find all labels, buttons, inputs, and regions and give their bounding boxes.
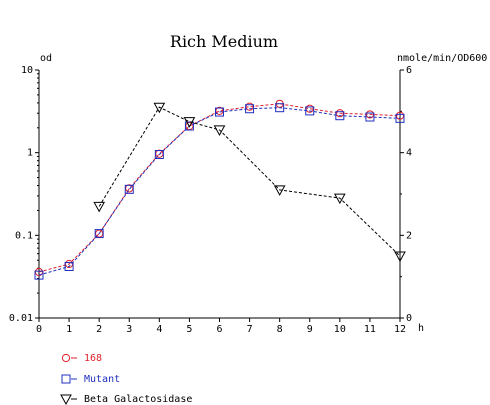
x-tick-label: 9 bbox=[307, 324, 313, 335]
data-point-beta-galactosidase bbox=[93, 201, 106, 213]
data-point-beta-galactosidase bbox=[183, 117, 196, 128]
data-point-beta-galactosidase bbox=[273, 185, 286, 196]
y-left-unit-label: od bbox=[40, 53, 52, 64]
series-line-mutant bbox=[38, 107, 401, 276]
data-point-168 bbox=[155, 149, 164, 158]
data-point-mutant bbox=[154, 150, 164, 160]
legend-label: Beta Galactosidase bbox=[84, 394, 192, 405]
series-line-beta-galactosidase bbox=[98, 106, 401, 257]
y-right-unit-label: nmole/min/OD600 bbox=[397, 53, 487, 64]
data-point-mutant bbox=[124, 184, 134, 194]
y-right-tick-label: 0 bbox=[406, 313, 412, 324]
x-tick-label: 1 bbox=[66, 324, 72, 335]
data-point-mutant bbox=[395, 113, 405, 123]
y-left-ticks: 0.01 0.1 1 10 bbox=[9, 65, 39, 324]
data-point-mutant bbox=[335, 111, 345, 121]
chart-title: Rich Medium bbox=[170, 32, 278, 51]
x-tick-label: 5 bbox=[186, 324, 192, 335]
y-right-tick-label: 6 bbox=[406, 65, 412, 76]
data-point-mutant bbox=[64, 261, 74, 271]
data-point-mutant bbox=[305, 106, 315, 116]
data-point-mutant bbox=[215, 107, 224, 117]
y-left-tick-label: 0.01 bbox=[9, 313, 33, 324]
data-point-mutant bbox=[184, 121, 194, 131]
data-point-mutant bbox=[365, 112, 375, 122]
series-layer bbox=[34, 99, 406, 280]
series-line-168 bbox=[38, 103, 401, 273]
y-left-tick-label: 10 bbox=[21, 65, 33, 76]
data-point-mutant bbox=[94, 229, 104, 239]
data-point-mutant bbox=[245, 104, 255, 114]
x-tick-label: 10 bbox=[334, 324, 346, 335]
data-point-beta-galactosidase bbox=[394, 251, 406, 263]
legend-item: Beta Galactosidase bbox=[60, 394, 192, 405]
legend-marker bbox=[61, 374, 71, 384]
x-ticks: 0 1 2 3 4 5 6 7 8 9 10 11 12 bbox=[36, 318, 406, 335]
x-tick-label: 3 bbox=[126, 324, 132, 335]
legend-marker bbox=[61, 353, 71, 363]
x-tick-label: 11 bbox=[364, 324, 376, 335]
x-tick-label: 0 bbox=[36, 324, 42, 335]
y-left-tick-label: 0.1 bbox=[15, 230, 33, 241]
data-point-mutant bbox=[34, 270, 44, 280]
data-point-mutant bbox=[275, 103, 285, 113]
legend-label: 168 bbox=[84, 353, 102, 364]
legend-marker bbox=[60, 394, 72, 405]
legend-label: Mutant bbox=[84, 374, 120, 385]
x-tick-label: 2 bbox=[96, 324, 102, 335]
x-tick-label: 6 bbox=[216, 324, 222, 335]
data-point-beta-galactosidase bbox=[153, 102, 166, 114]
legend: 168 Mutant Beta Galactosidase bbox=[60, 353, 192, 405]
x-tick-label: 8 bbox=[277, 324, 283, 335]
x-tick-label: 4 bbox=[156, 324, 162, 335]
legend-item: Mutant bbox=[61, 374, 120, 385]
legend-item: 168 bbox=[61, 353, 102, 364]
data-point-beta-galactosidase bbox=[333, 193, 346, 205]
y-left-tick-label: 1 bbox=[27, 148, 33, 159]
x-tick-label: 12 bbox=[394, 324, 406, 335]
y-right-tick-label: 4 bbox=[406, 148, 412, 159]
x-unit-label: h bbox=[418, 323, 424, 334]
data-point-beta-galactosidase bbox=[213, 125, 226, 136]
y-right-tick-label: 2 bbox=[406, 230, 412, 241]
y-right-ticks: 0 2 4 6 bbox=[400, 65, 412, 324]
x-tick-label: 7 bbox=[247, 324, 253, 335]
